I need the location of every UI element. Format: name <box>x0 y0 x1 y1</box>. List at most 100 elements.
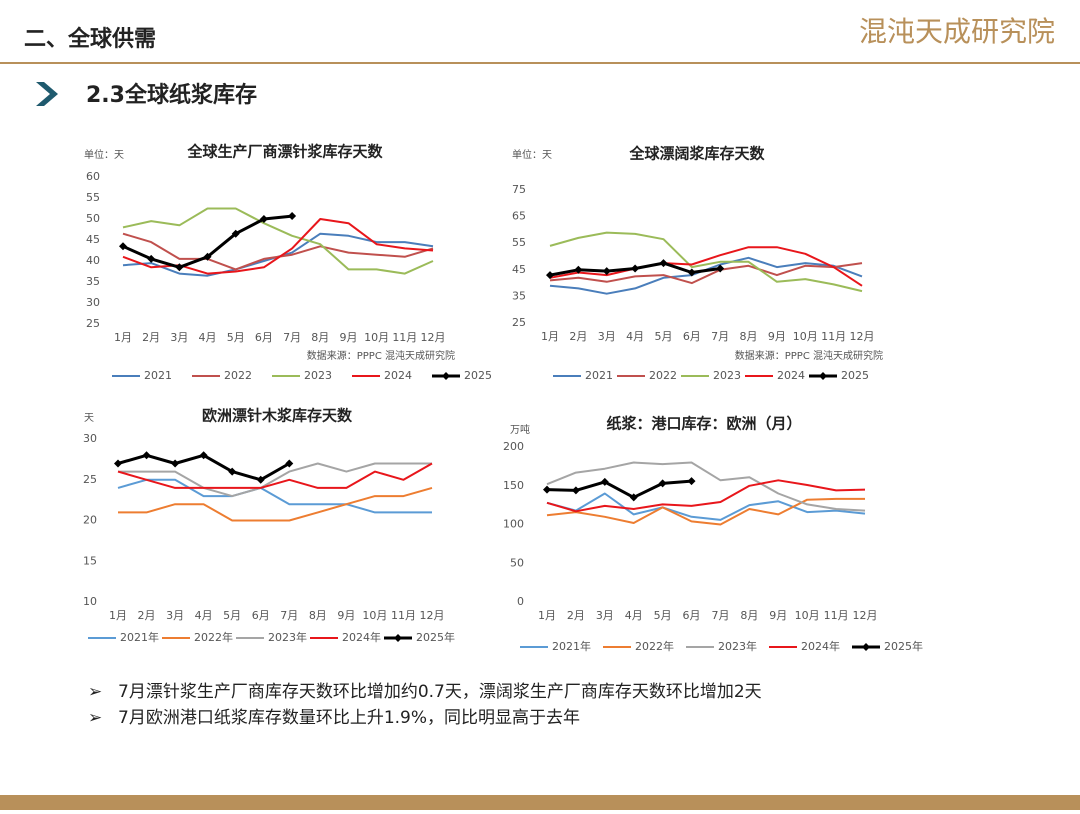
series-line <box>549 246 863 287</box>
y-tick-label: 100 <box>503 518 524 531</box>
series-line <box>546 479 692 499</box>
x-tick-label: 6月 <box>252 609 270 622</box>
x-tick-label: 5月 <box>654 609 672 622</box>
x-tick-label: 12月 <box>850 330 875 343</box>
point-marker <box>171 459 180 468</box>
bullet: 7月漂针浆生产厂商库存天数环比增加约0.7天，漂阔浆生产厂商库存天数环比增加2天 <box>118 682 762 702</box>
legend-label: 2021 <box>585 369 613 382</box>
point-marker <box>175 263 184 272</box>
point-marker <box>543 485 551 494</box>
x-tick-label: 6月 <box>683 330 701 343</box>
x-tick-label: 9月 <box>337 609 355 622</box>
y-tick-label: 25 <box>83 473 97 486</box>
unit-label: 单位：天 <box>84 148 124 161</box>
x-tick-label: 1月 <box>541 330 559 343</box>
point-marker <box>574 265 583 274</box>
x-tick-label: 1月 <box>114 331 132 344</box>
series-line <box>549 231 863 293</box>
x-tick-label: 5月 <box>227 331 245 344</box>
point-marker <box>716 264 725 273</box>
x-tick-label: 12月 <box>420 609 445 622</box>
series-line <box>117 462 433 489</box>
series-line <box>546 492 866 521</box>
x-tick-label: 6月 <box>255 331 273 344</box>
point-marker <box>687 477 696 486</box>
x-tick-label: 4月 <box>199 331 217 344</box>
point-marker <box>571 486 580 495</box>
x-tick-label: 3月 <box>170 331 188 344</box>
y-tick-label: 25 <box>512 316 526 329</box>
unit-label: 万吨 <box>510 423 530 436</box>
series-line <box>118 462 432 498</box>
series-line <box>118 486 433 522</box>
legend-label: 2023年 <box>268 630 307 644</box>
x-tick-label: 3月 <box>596 609 614 622</box>
y-tick-label: 25 <box>86 317 100 330</box>
point-marker <box>142 451 151 460</box>
legend-label: 2024 <box>777 369 805 382</box>
x-tick-label: 5月 <box>654 330 672 343</box>
legend-marker <box>819 372 827 380</box>
y-tick-label: 35 <box>86 275 100 288</box>
series-line <box>117 478 432 514</box>
y-tick-label: 30 <box>83 432 97 445</box>
point-marker <box>285 459 294 468</box>
x-tick-label: 11月 <box>392 331 417 344</box>
legend-label: 2023 <box>304 369 332 382</box>
series-line <box>122 207 434 275</box>
x-tick-label: 2月 <box>567 609 585 622</box>
y-tick-label: 35 <box>512 289 526 302</box>
x-tick-label: 1月 <box>109 609 127 622</box>
x-tick-label: 7月 <box>711 330 729 343</box>
x-tick-label: 8月 <box>311 331 329 344</box>
bullet-icon: ➢ <box>88 708 102 728</box>
legend-label: 2025年 <box>416 630 455 644</box>
x-tick-label: 10月 <box>362 609 387 622</box>
x-tick-label: 7月 <box>280 609 298 622</box>
y-tick-label: 60 <box>86 170 100 183</box>
unit-label: 单位：天 <box>512 148 552 161</box>
legend-marker <box>394 634 402 642</box>
x-tick-label: 2月 <box>138 609 156 622</box>
point-marker <box>259 215 268 223</box>
point-marker <box>546 271 554 280</box>
x-tick-label: 11月 <box>824 609 849 622</box>
section-icon <box>36 82 58 106</box>
unit-label: 天 <box>84 413 94 424</box>
point-marker <box>687 268 696 277</box>
y-tick-label: 15 <box>83 554 97 567</box>
legend-label: 2024 <box>384 369 412 382</box>
legend-label: 2023 <box>713 369 741 382</box>
legend-label: 2025 <box>464 369 492 382</box>
legend-label: 2021年 <box>552 639 591 653</box>
x-tick-label: 4月 <box>626 330 644 343</box>
legend-label: 2022年 <box>635 639 674 653</box>
bullet-icon: ➢ <box>88 682 102 702</box>
point-marker <box>114 459 122 468</box>
legend-label: 2024年 <box>801 639 840 653</box>
legend-label: 2023年 <box>718 639 757 653</box>
point-marker <box>629 493 638 502</box>
x-tick-label: 7月 <box>283 331 301 344</box>
x-tick-label: 4月 <box>195 609 213 622</box>
x-tick-label: 9月 <box>768 330 786 343</box>
y-tick-label: 65 <box>512 210 526 223</box>
legend-label: 2021年 <box>120 630 159 644</box>
y-tick-label: 40 <box>86 254 100 267</box>
legend-label: 2021 <box>144 369 172 382</box>
header-title: 二、全球供需 <box>24 26 156 52</box>
y-tick-label: 150 <box>503 479 524 492</box>
point-marker <box>203 252 212 261</box>
y-tick-label: 55 <box>512 236 526 249</box>
y-tick-label: 55 <box>86 191 100 204</box>
legend-label: 2022 <box>224 369 252 382</box>
y-tick-label: 30 <box>86 296 100 309</box>
x-tick-label: 3月 <box>166 609 184 622</box>
chart-title: 全球漂阔浆库存天数 <box>628 145 765 163</box>
legend-label: 2024年 <box>342 630 381 644</box>
section-title: 2.3全球纸浆库存 <box>86 82 257 108</box>
legend-label: 2025年 <box>884 639 923 653</box>
x-tick-label: 9月 <box>769 609 787 622</box>
